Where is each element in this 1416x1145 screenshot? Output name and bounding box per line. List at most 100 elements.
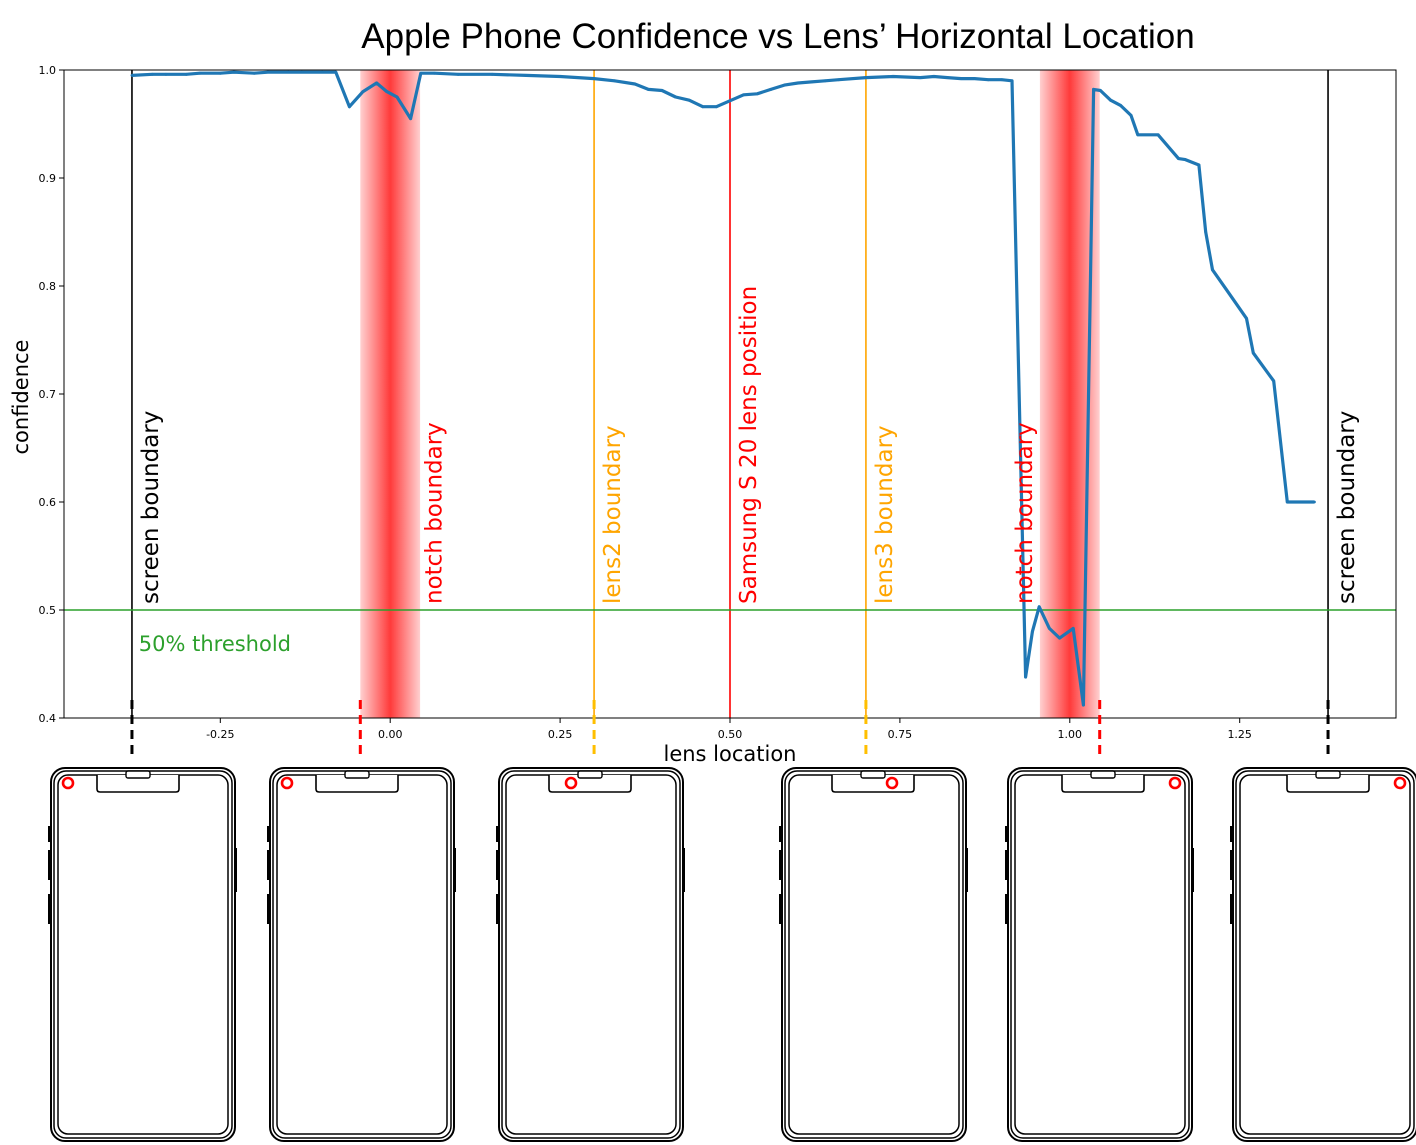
x-tick-label: 0.75 (888, 728, 913, 741)
boundary-markers (130, 700, 1330, 757)
phone-2 (496, 767, 685, 1142)
data-point (1058, 636, 1062, 640)
data-point (150, 72, 154, 76)
data-point (1071, 626, 1075, 630)
data-point (252, 71, 256, 75)
data-point (613, 79, 616, 83)
data-point (198, 71, 202, 75)
data-point (796, 81, 800, 85)
power-button (965, 848, 968, 892)
notch (96, 775, 180, 793)
data-point (375, 81, 379, 85)
notch (1061, 775, 1145, 793)
data-point (701, 105, 705, 109)
data-point (164, 72, 168, 76)
speaker-grille (1090, 770, 1116, 779)
data-point (1197, 163, 1201, 167)
series-line-0 (131, 70, 1315, 707)
phone-body (1232, 767, 1416, 1142)
data-point (130, 74, 134, 77)
notch (315, 775, 399, 793)
x-tick-label: 0.25 (548, 728, 573, 741)
reference-label-2: lens2 boundary (600, 425, 626, 604)
data-point (320, 70, 324, 74)
x-axis-label: lens location (663, 742, 796, 766)
data-point (232, 70, 236, 74)
data-point (592, 77, 596, 81)
speaker-grille (860, 770, 886, 779)
data-point (1098, 89, 1102, 92)
phone-3 (779, 767, 968, 1142)
data-point (1081, 703, 1085, 707)
data-point (1010, 79, 1014, 83)
data-point (432, 71, 436, 75)
notch-band-0 (360, 70, 421, 718)
data-point (782, 83, 786, 87)
y-tick-label: 1.0 (39, 64, 57, 77)
data-point (891, 75, 895, 78)
data-point (348, 105, 351, 109)
axes: -0.25 0.00 0.25 0.50 0.75 1.00 1.25 0.4 0.5 0.6 0.… (39, 64, 1397, 741)
data-point (1272, 379, 1276, 383)
data-point (1037, 605, 1041, 609)
data-point (266, 70, 270, 74)
y-tick-label: 0.4 (39, 712, 57, 725)
data-point (1000, 78, 1004, 82)
chart-title: Apple Phone Confidence vs Lens’ Horizont… (361, 17, 1194, 56)
speaker-grille (577, 770, 603, 779)
lens-marker (564, 776, 578, 790)
data-point (1136, 133, 1140, 137)
data-point (456, 72, 460, 76)
phone-body (50, 767, 236, 1142)
side-button (496, 850, 499, 880)
data-point (959, 77, 963, 81)
x-tick-label: 1.25 (1227, 728, 1252, 741)
phone-body (781, 767, 967, 1142)
data-point (300, 70, 304, 74)
phone-body (498, 767, 684, 1142)
side-button (1005, 826, 1008, 842)
reference-labels: screen boundary lens2 boundary Samsung S 2… (138, 286, 1360, 604)
data-point (946, 76, 949, 79)
side-button (1005, 850, 1008, 880)
data-point (558, 75, 562, 78)
power-button (453, 848, 456, 892)
data-point (395, 95, 399, 99)
data-point (1177, 157, 1180, 160)
x-tick-label: 0.50 (718, 728, 743, 741)
x-tick-label: 0.00 (378, 728, 403, 741)
phone-0 (48, 767, 237, 1142)
data-point (1211, 268, 1214, 272)
data-point (973, 77, 977, 81)
phone-illustrations (48, 767, 1416, 1142)
series-lines (130, 70, 1316, 707)
data-point (334, 70, 338, 74)
y-tick-label: 0.6 (39, 496, 57, 509)
data-point (490, 72, 494, 76)
side-button (267, 826, 270, 842)
data-point (742, 93, 745, 97)
data-point (687, 98, 691, 102)
data-point (769, 88, 773, 91)
data-point (409, 117, 412, 120)
data-point (660, 89, 664, 92)
data-point (1245, 317, 1248, 320)
y-tick-label: 0.5 (39, 604, 57, 617)
data-point (184, 72, 188, 76)
data-point (837, 78, 841, 82)
data-point (1129, 113, 1133, 117)
side-button (496, 826, 499, 842)
y-tick-label: 0.9 (39, 172, 57, 185)
data-point (823, 79, 827, 83)
data-point (1313, 500, 1316, 504)
data-point (1119, 104, 1123, 108)
x-tick-label: 1.00 (1058, 728, 1083, 741)
reference-lines (131, 70, 1329, 718)
phone-body (1007, 767, 1193, 1142)
data-point (810, 80, 813, 84)
reference-label-4: lens3 boundary (872, 425, 898, 604)
data-point (1251, 351, 1255, 355)
data-point (755, 92, 759, 96)
data-point (286, 70, 290, 74)
